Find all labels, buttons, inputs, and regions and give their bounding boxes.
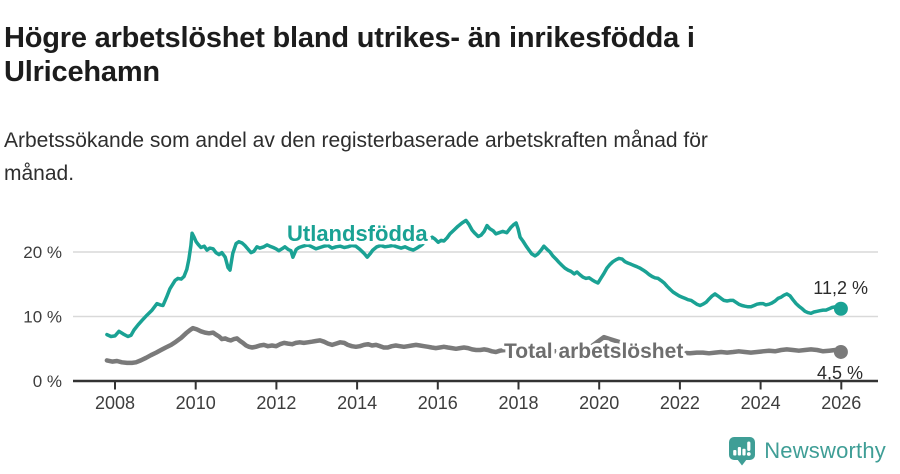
x-tick-label: 2010: [176, 393, 216, 413]
series-line-utlandsfodda: [105, 218, 843, 339]
y-tick-label: 10 %: [23, 308, 62, 327]
series-label-utlandsfodda: Utlandsfödda: [287, 221, 428, 246]
page-title: Högre arbetslöshet bland utrikes- än inr…: [4, 22, 695, 89]
end-dot-layer: [833, 301, 848, 359]
y-axis-labels: 0 % 10 % 20 %: [23, 243, 62, 391]
chart-subtitle: Arbetssökande som andel av den registerb…: [4, 129, 708, 185]
end-value-label-total: 4,5 %: [817, 363, 863, 383]
series-layer: [104, 218, 844, 366]
series-label-total-arbetsloshet: Total arbetslöshet: [504, 340, 683, 363]
x-tick-label: 2026: [821, 393, 861, 413]
series-line-total-arbetsloshet: [104, 325, 844, 366]
newsworthy-logo-icon: [729, 437, 756, 466]
x-tick-label: 2022: [660, 393, 700, 413]
y-tick-label: 0 %: [33, 372, 62, 391]
x-axis-ticks: 2008 2010 2012 2014 2016 2018 2020 2022 2024 2026: [95, 381, 861, 413]
end-dot-utlandsfodda: [833, 301, 848, 316]
end-value-label-utlandsfodda: 11,2 %: [813, 278, 868, 298]
newsworthy-brand-text: Newsworthy: [764, 438, 886, 463]
x-tick-label: 2008: [95, 393, 135, 413]
x-tick-label: 2018: [498, 393, 538, 413]
x-tick-label: 2016: [418, 393, 458, 413]
grid-layer: [73, 251, 878, 318]
x-tick-label: 2012: [256, 393, 296, 413]
x-tick-label: 2020: [579, 393, 619, 413]
newsworthy-attribution[interactable]: Newsworthy: [728, 434, 886, 468]
y-tick-label: 20 %: [23, 243, 62, 262]
x-tick-label: 2014: [337, 393, 377, 413]
end-dot-total-arbetsloshet: [833, 344, 848, 359]
x-tick-label: 2024: [741, 393, 781, 413]
